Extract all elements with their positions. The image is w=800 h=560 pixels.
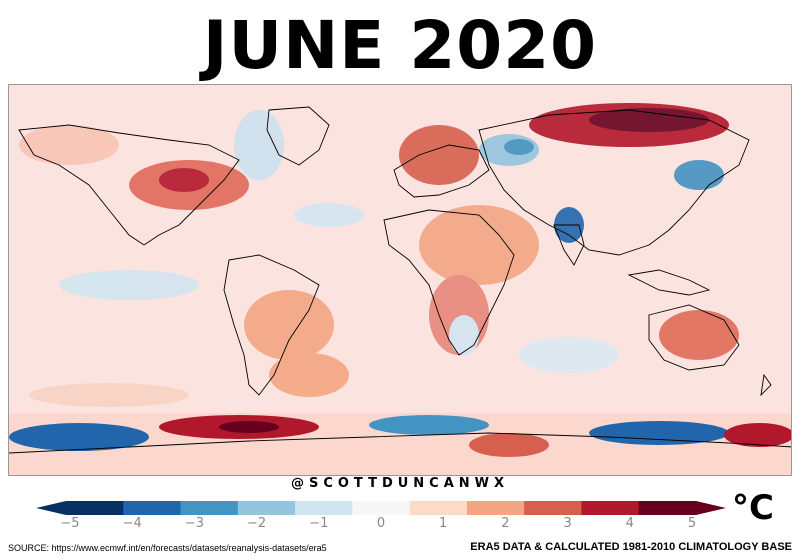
colorbar-segment bbox=[237, 501, 296, 515]
colorbar-tick-label: 0 bbox=[376, 516, 386, 531]
colorbar-segment bbox=[180, 501, 239, 515]
map-title: JUNE 2020 bbox=[202, 7, 598, 84]
colorbar-segment bbox=[295, 501, 353, 515]
colorbar-segment bbox=[352, 501, 411, 515]
colorbar-tick-label: −1 bbox=[309, 516, 329, 531]
author-credit: @SCOTTDUNCANWX bbox=[290, 476, 510, 491]
colorbar-segment bbox=[66, 501, 124, 515]
colorbar-segment bbox=[581, 501, 640, 515]
source-note: SOURCE: https://www.ecmwf.int/en/forecas… bbox=[8, 543, 327, 553]
colorbar-tick-label: 1 bbox=[439, 516, 448, 531]
colorbar-tick-label: −2 bbox=[247, 516, 267, 531]
colorbar-tick-label: 2 bbox=[501, 516, 510, 531]
colorbar bbox=[36, 501, 726, 515]
anomaly-map bbox=[8, 84, 792, 476]
colorbar-tick-label: −5 bbox=[60, 516, 80, 531]
anomaly-map-graphic bbox=[9, 85, 791, 475]
colorbar-tick-label: −4 bbox=[122, 516, 142, 531]
colorbar-unit: °C bbox=[732, 488, 774, 528]
colorbar-tick-label: 4 bbox=[625, 516, 634, 531]
colorbar-segment bbox=[524, 501, 582, 515]
colorbar-arrow-max bbox=[696, 501, 726, 515]
colorbar-segment bbox=[638, 501, 697, 515]
colorbar-arrow-min bbox=[36, 501, 66, 515]
colorbar-segment bbox=[466, 501, 525, 515]
colorbar-segment bbox=[123, 501, 182, 515]
colorbar-tick-label: 3 bbox=[563, 516, 572, 531]
colorbar-tick-label: 5 bbox=[687, 516, 697, 531]
climatology-note: ERA5 DATA & CALCULATED 1981-2010 CLIMATO… bbox=[470, 541, 792, 553]
colorbar-tick-label: −3 bbox=[184, 516, 204, 531]
colorbar-segment bbox=[409, 501, 468, 515]
